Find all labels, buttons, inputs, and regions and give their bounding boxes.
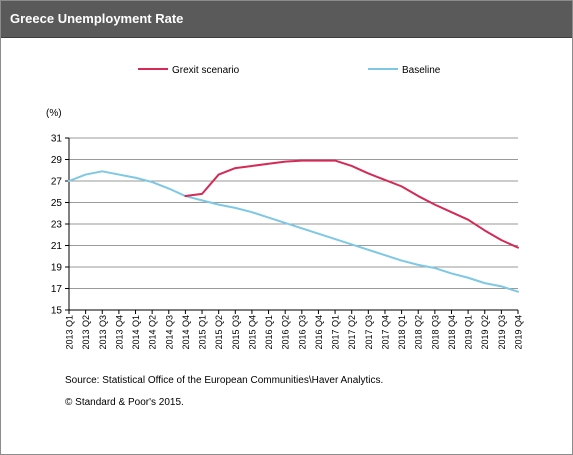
x-tick-label-7: 2014 Q4: [181, 315, 191, 350]
x-tick-label-14: 2016 Q3: [297, 315, 307, 350]
legend-label-grexit: Grexit scenario: [172, 65, 240, 76]
x-tick-label-27: 2019 Q4: [514, 315, 524, 350]
source-note: Source: Statistical Office of the Europe…: [65, 375, 384, 386]
title-bar: Greece Unemployment Rate: [1, 1, 572, 38]
x-tick-label-10: 2015 Q3: [231, 315, 241, 350]
x-tick-label-15: 2016 Q4: [314, 315, 324, 350]
series-line-grexit: [184, 159, 519, 249]
x-tick-label-1: 2013 Q2: [81, 315, 91, 350]
series-line-baseline: [68, 170, 519, 293]
y-tick-label-3: 21: [51, 241, 63, 252]
x-tick-label-12: 2016 Q1: [264, 315, 274, 350]
y-tick-label-7: 29: [51, 155, 63, 166]
x-tick-label-26: 2019 Q3: [497, 315, 507, 350]
x-tick-label-9: 2015 Q2: [214, 315, 224, 350]
y-tick-label-2: 19: [51, 263, 63, 274]
x-tick-label-17: 2017 Q2: [347, 315, 357, 350]
x-tick-label-6: 2014 Q3: [164, 315, 174, 350]
y-tick-label-4: 23: [51, 220, 63, 231]
x-tick-label-21: 2018 Q2: [414, 315, 424, 350]
y-tick-label-5: 25: [51, 198, 63, 209]
y-tick-label-1: 17: [51, 284, 63, 295]
y-axis-label: (%): [46, 108, 62, 119]
x-tick-label-0: 2013 Q1: [65, 315, 75, 350]
x-tick-label-18: 2017 Q3: [364, 315, 374, 350]
x-tick-label-25: 2019 Q2: [480, 315, 490, 350]
copyright-note: © Standard & Poor's 2015.: [65, 397, 184, 408]
x-tick-label-3: 2013 Q4: [114, 315, 124, 350]
x-tick-label-24: 2019 Q1: [464, 315, 474, 350]
legend-label-baseline: Baseline: [402, 65, 441, 76]
chart-title: Greece Unemployment Rate: [10, 11, 184, 26]
x-tick-label-11: 2015 Q4: [247, 315, 257, 350]
x-tick-label-13: 2016 Q2: [281, 315, 291, 350]
x-tick-label-19: 2017 Q4: [380, 315, 390, 350]
x-tick-label-22: 2018 Q3: [430, 315, 440, 350]
x-tick-label-5: 2014 Q2: [148, 315, 158, 350]
x-tick-label-16: 2017 Q1: [331, 315, 341, 350]
y-tick-label-6: 27: [51, 177, 63, 188]
x-tick-label-4: 2014 Q1: [131, 315, 141, 350]
y-tick-label-8: 31: [51, 134, 63, 145]
x-tick-label-20: 2018 Q1: [397, 315, 407, 350]
x-tick-label-2: 2013 Q3: [98, 315, 108, 350]
x-tick-label-23: 2018 Q4: [447, 315, 457, 350]
y-tick-label-0: 15: [51, 306, 63, 317]
x-tick-label-8: 2015 Q1: [198, 315, 208, 350]
